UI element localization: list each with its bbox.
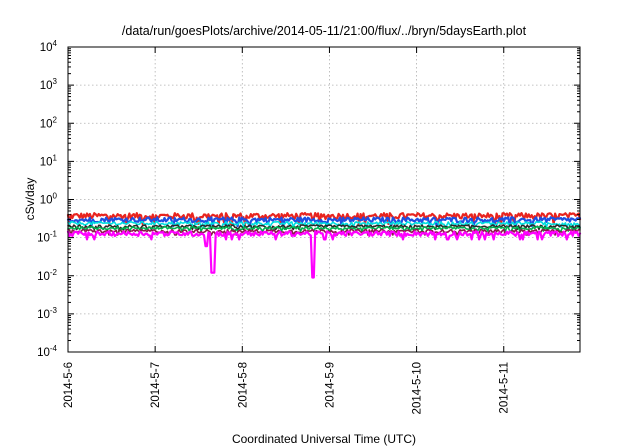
series-line xyxy=(67,228,581,236)
x-axis-label: Coordinated Universal Time (UTC) xyxy=(232,432,416,446)
chart-title: /data/run/goesPlots/archive/2014-05-11/2… xyxy=(122,24,527,38)
y-tick-label: 101 xyxy=(40,153,58,168)
x-tick-label: 2014-5-11 xyxy=(499,362,511,414)
series-line xyxy=(66,230,582,279)
y-tick-label: 103 xyxy=(40,77,58,92)
y-tick-labels: 10-4 10-3 10-2 10-1 100 101 102 103 104 xyxy=(37,39,57,359)
series-line xyxy=(66,216,582,228)
grid xyxy=(68,47,580,352)
tick-marks xyxy=(67,46,580,353)
series-line xyxy=(67,220,581,228)
y-tick-label: 102 xyxy=(40,115,58,130)
series-line xyxy=(67,225,581,232)
x-tick-label: 2014-5-8 xyxy=(237,362,249,408)
series-layer xyxy=(66,212,582,279)
y-tick-label: 10-1 xyxy=(37,230,57,245)
y-tick-label: 10-4 xyxy=(37,344,57,359)
y-tick-label: 104 xyxy=(40,39,58,54)
y-tick-label: 10-2 xyxy=(37,268,57,283)
x-tick-label: 2014-5-10 xyxy=(412,362,424,414)
x-tick-label: 2014-5-7 xyxy=(150,362,162,408)
x-tick-label: 2014-5-6 xyxy=(63,362,75,408)
y-axis-label: cSv/day xyxy=(23,178,37,221)
y-tick-label: 100 xyxy=(40,192,58,207)
y-tick-label: 10-3 xyxy=(37,306,57,321)
x-tick-label: 2014-5-9 xyxy=(324,362,336,408)
x-tick-labels: 2014-5-6 2014-5-7 2014-5-8 2014-5-9 2014-5-1… xyxy=(63,362,511,414)
